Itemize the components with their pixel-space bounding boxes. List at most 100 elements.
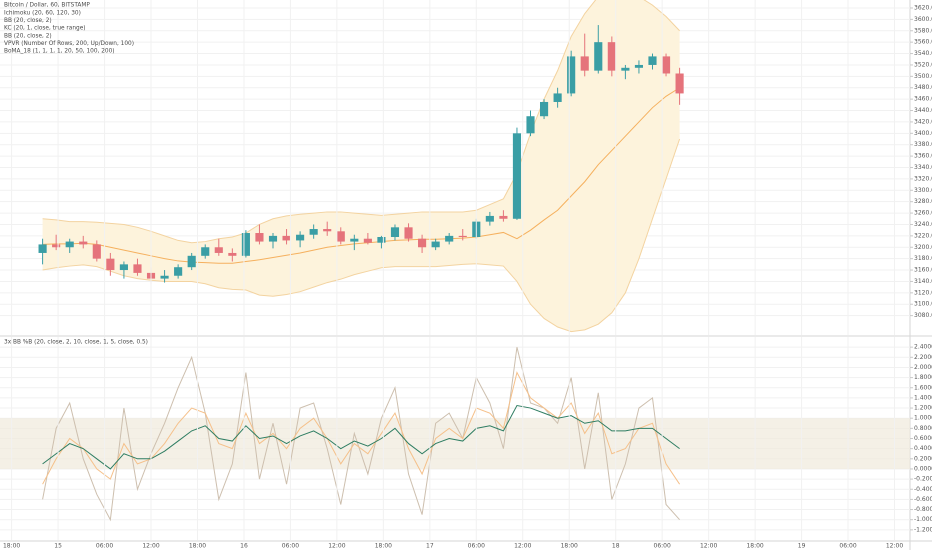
y-tick-label: 3400.00: [914, 130, 932, 137]
y-tick-label: 3180.00: [914, 255, 932, 262]
overlay-line: [42, 138, 681, 333]
candle-body: [201, 247, 210, 256]
y-tick-label: 3340.00: [914, 164, 932, 171]
candle-body: [106, 258, 115, 271]
x-tick-label: 06:00: [468, 543, 485, 550]
y-tick-label: 3460.00: [914, 96, 932, 103]
chart-title: Bitcoin / Dollar, 60, BITSTAMP: [4, 3, 90, 9]
x-tick-label: 18: [612, 543, 620, 550]
candle-body: [282, 235, 291, 241]
x-tick-label: 18:00: [746, 543, 763, 550]
x-tick-label: 12:00: [514, 543, 531, 550]
candle-body: [309, 229, 318, 235]
indicator-line: [42, 404, 680, 470]
candle-body: [418, 238, 427, 248]
x-tick-label: 12:00: [142, 543, 159, 550]
candle-body: [634, 64, 644, 68]
indicator-line: [42, 371, 681, 485]
x-tick-label: 06:00: [839, 543, 856, 550]
x-tick-label: 12:00: [886, 543, 903, 550]
y-tick-label: 3120.00: [914, 289, 932, 296]
y-tick-label: 3160.00: [914, 267, 932, 274]
candle-body: [390, 227, 400, 238]
indicator-title: 3x BB %B (20, close, 2, 10, close, 1, 5,…: [4, 340, 148, 346]
candle-body: [119, 264, 128, 271]
candle-body: [38, 244, 47, 253]
x-tick-label: 18:00: [375, 543, 392, 550]
x-tick-label: 06:00: [282, 543, 299, 550]
x-tick-label: 18:00: [3, 543, 20, 550]
legend-line: KC (20, 1, close, true range): [4, 26, 86, 32]
x-tick-label: 12:00: [700, 543, 717, 550]
y-tick-label: 3260.00: [914, 210, 932, 217]
candle-body: [174, 267, 183, 276]
overlay-line: [42, 0, 680, 244]
candle-body: [458, 235, 467, 238]
candle-body: [133, 264, 142, 273]
candle-body: [214, 247, 223, 253]
candle-body: [336, 231, 345, 242]
y-tick-label: 3320.00: [914, 175, 932, 182]
y-tick-label: 3100.00: [914, 301, 932, 308]
candle-body: [363, 238, 372, 243]
candle-body: [377, 237, 386, 243]
x-tick-label: 18:00: [189, 543, 206, 550]
pane: [0, 346, 910, 531]
candle-body: [661, 56, 671, 74]
overlay-line: [42, 87, 680, 264]
x-tick-label: 06:00: [654, 543, 671, 550]
candle-body: [485, 215, 494, 222]
candle-body: [594, 42, 603, 71]
candle-body: [526, 116, 535, 134]
candle-body: [65, 241, 74, 248]
candle-body: [445, 235, 454, 242]
y-tick-label: 3080.00: [914, 312, 932, 319]
y-tick-label: 3380.00: [914, 141, 932, 148]
candle-body: [648, 56, 657, 65]
y-tick-label: 3360.00: [914, 153, 932, 160]
candle-body: [350, 238, 359, 242]
candle-body: [187, 255, 196, 268]
y-tick-label: 3420.00: [914, 118, 932, 125]
x-tick-label: 15: [54, 543, 62, 550]
y-tick-label: 3220.00: [914, 232, 932, 239]
band-zone: [0, 418, 910, 469]
candle-body: [268, 235, 278, 242]
candle-body: [431, 241, 440, 248]
y-tick-label: 0.8000: [914, 425, 932, 432]
candle-body: [621, 67, 630, 71]
x-tick-label: 19: [798, 543, 806, 550]
x-tick-label: 12:00: [328, 543, 345, 550]
y-tick-label: 3300.00: [914, 187, 932, 194]
candle-body: [296, 234, 305, 241]
y-tick-label: 3240.00: [914, 221, 932, 228]
candle-body: [52, 244, 61, 248]
candle-body: [539, 101, 549, 117]
candle-body: [160, 275, 169, 279]
legend-line: BoMA_18 (1, 1, 1, 1, 20, 50, 100, 200): [4, 49, 115, 55]
y-tick-label: 3520.00: [914, 61, 932, 68]
candle-body: [92, 244, 101, 259]
candle-body: [404, 227, 413, 239]
candle-body: [499, 215, 508, 219]
candle-body: [228, 252, 237, 256]
legend-line: VPVR (Number Of Rows, 200, Up/Down, 100): [4, 41, 134, 47]
y-tick-label: 3620.00: [914, 4, 932, 11]
candle-body: [323, 229, 332, 232]
y-tick-label: 3540.00: [914, 50, 932, 57]
y-tick-label: 3560.00: [914, 39, 932, 46]
candle-body: [255, 233, 264, 242]
